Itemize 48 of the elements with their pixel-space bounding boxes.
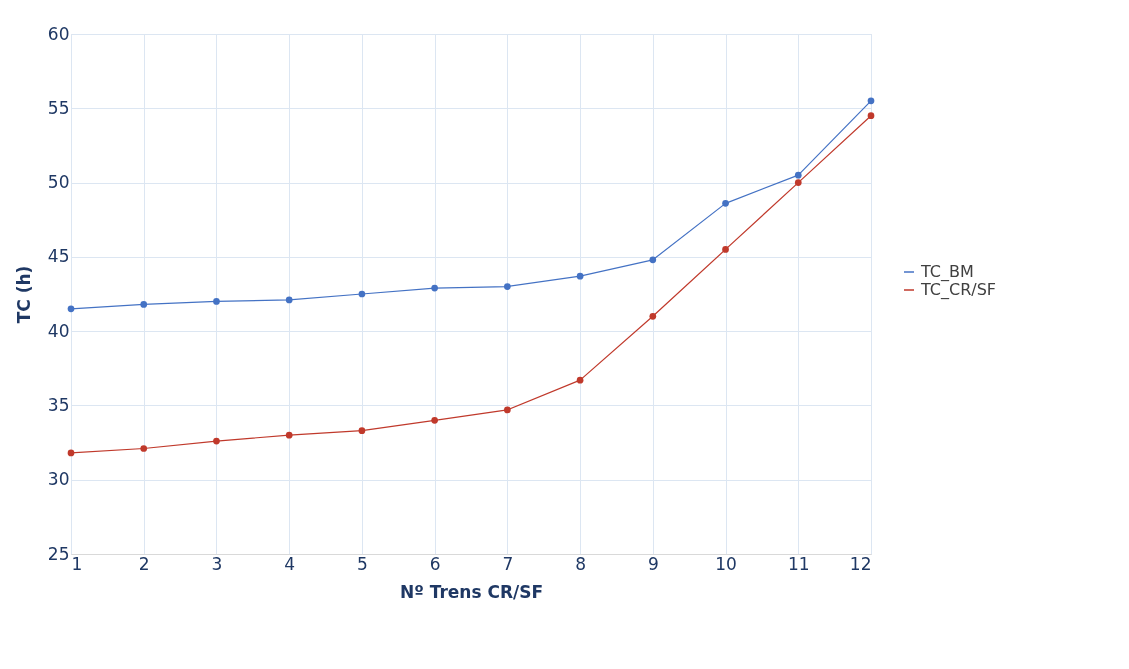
x-tick-label: 10 [715,553,737,574]
x-tick-label: 4 [284,553,296,574]
y-tick-label: 25 [47,543,70,564]
point [67,449,75,457]
point [867,97,875,105]
x-tick-label: 1 [71,553,83,574]
legend-label: TC_BM [920,262,974,282]
point [867,112,875,120]
point [285,296,293,304]
y-tick-label: 50 [47,172,70,193]
point [358,427,366,435]
point [722,200,729,207]
point [504,406,511,414]
point [649,256,657,264]
y-axis-title: TC (h) [13,265,34,324]
x-tick-label: 6 [429,553,441,574]
point [358,290,366,298]
x-axis-title: Nº Trens CR/SF [399,581,544,602]
point [504,283,511,290]
x-tick-label: 8 [575,553,587,574]
x-tick-label: 7 [502,553,514,574]
point [140,445,148,452]
y-tick-label: 35 [47,394,70,415]
y-tick-label: 55 [47,97,70,118]
point [213,298,220,305]
x-tick-label: 2 [138,553,150,574]
point [140,301,148,308]
x-tick-label: 5 [357,553,368,574]
point [285,431,293,439]
point [576,376,584,384]
x-tick-label: 12 [849,553,872,574]
point [213,437,220,445]
y-tick-label: 30 [47,469,70,490]
y-tick-label: 60 [47,23,70,44]
x-tick-label: 9 [647,553,659,574]
point [576,272,584,280]
legend-label: TC_CR/SF [920,280,997,300]
point [722,246,729,253]
x-tick-label: 11 [787,553,810,574]
point [67,305,75,313]
point [431,284,438,292]
point [794,171,802,179]
point [649,312,657,320]
y-tick-label: 40 [47,320,70,341]
point [794,179,802,186]
point [431,416,438,424]
x-tick-label: 3 [211,553,223,574]
y-tick-label: 45 [47,246,70,267]
